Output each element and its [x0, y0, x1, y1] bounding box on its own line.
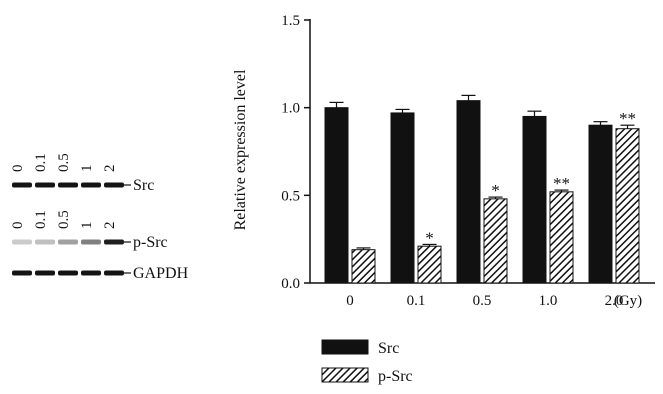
blot-band [104, 182, 124, 188]
blot-band [81, 182, 101, 188]
bar-src [588, 124, 613, 284]
bar-src [522, 115, 547, 284]
blot-row-label: GAPDH [133, 265, 189, 282]
y-tick-label: 0.5 [281, 188, 300, 204]
bar-p-src [615, 128, 640, 284]
x-tick-label: 0 [346, 293, 354, 309]
lane-label-top-2: 0.5 [56, 153, 72, 172]
lane-label-mid-3: 1 [79, 222, 95, 230]
blot-band [104, 270, 124, 276]
lane-label-top-3: 1 [79, 165, 95, 173]
blot-band [58, 270, 78, 276]
x-tick-label: 2.0 [605, 293, 624, 309]
x-tick-label: 0.1 [407, 293, 426, 309]
bar-p-src [549, 191, 574, 284]
blot-band [58, 239, 78, 245]
bar-chart: 0.0 0.5 1.0 1.5 Relative expression level 0 * 0… [232, 13, 655, 385]
legend-swatch [321, 367, 369, 383]
blot-band [35, 182, 55, 188]
blot-band [12, 270, 32, 276]
significance-mark: ** [619, 109, 636, 128]
bar-src [390, 112, 415, 284]
bar-src [456, 100, 481, 284]
significance-mark: * [425, 228, 434, 247]
blot-band [35, 239, 55, 245]
legend-label: Src [378, 340, 399, 357]
lane-label-mid-4: 2 [102, 222, 118, 230]
x-tick-label: 1.0 [539, 293, 558, 309]
y-tick-label: 0.0 [281, 276, 300, 292]
blot-band [81, 270, 101, 276]
y-tick-label: 1.5 [281, 13, 300, 29]
lane-label-top-4: 2 [102, 165, 118, 173]
x-tick-label: 0.5 [473, 293, 492, 309]
y-tick-label: 1.0 [281, 101, 300, 117]
x-axis-unit: (Gy) [614, 293, 642, 309]
lane-label-top-1: 0.1 [33, 153, 49, 172]
blot-row-label: p-Src [133, 234, 168, 251]
bar-p-src [417, 245, 442, 284]
bar-src [324, 107, 349, 284]
bar-p-src [483, 198, 508, 284]
blot-band [35, 270, 55, 276]
legend-swatch [321, 339, 369, 355]
y-axis-label: Relative expression level [232, 69, 249, 230]
lane-label-top-0: 0 [10, 165, 26, 173]
lane-label-mid-1: 0.1 [33, 210, 49, 229]
blot-band [12, 182, 32, 188]
blot-band [58, 182, 78, 188]
significance-mark: ** [553, 174, 570, 193]
blot-band [81, 239, 101, 245]
lane-label-mid-2: 0.5 [56, 210, 72, 229]
blot-row-label: Src [133, 177, 154, 194]
blot-band [104, 239, 124, 245]
significance-mark: * [491, 181, 500, 200]
bar-p-src [351, 249, 376, 284]
lane-label-mid-0: 0 [10, 222, 26, 230]
legend-label: p-Src [378, 368, 413, 385]
blot-band [12, 239, 32, 245]
